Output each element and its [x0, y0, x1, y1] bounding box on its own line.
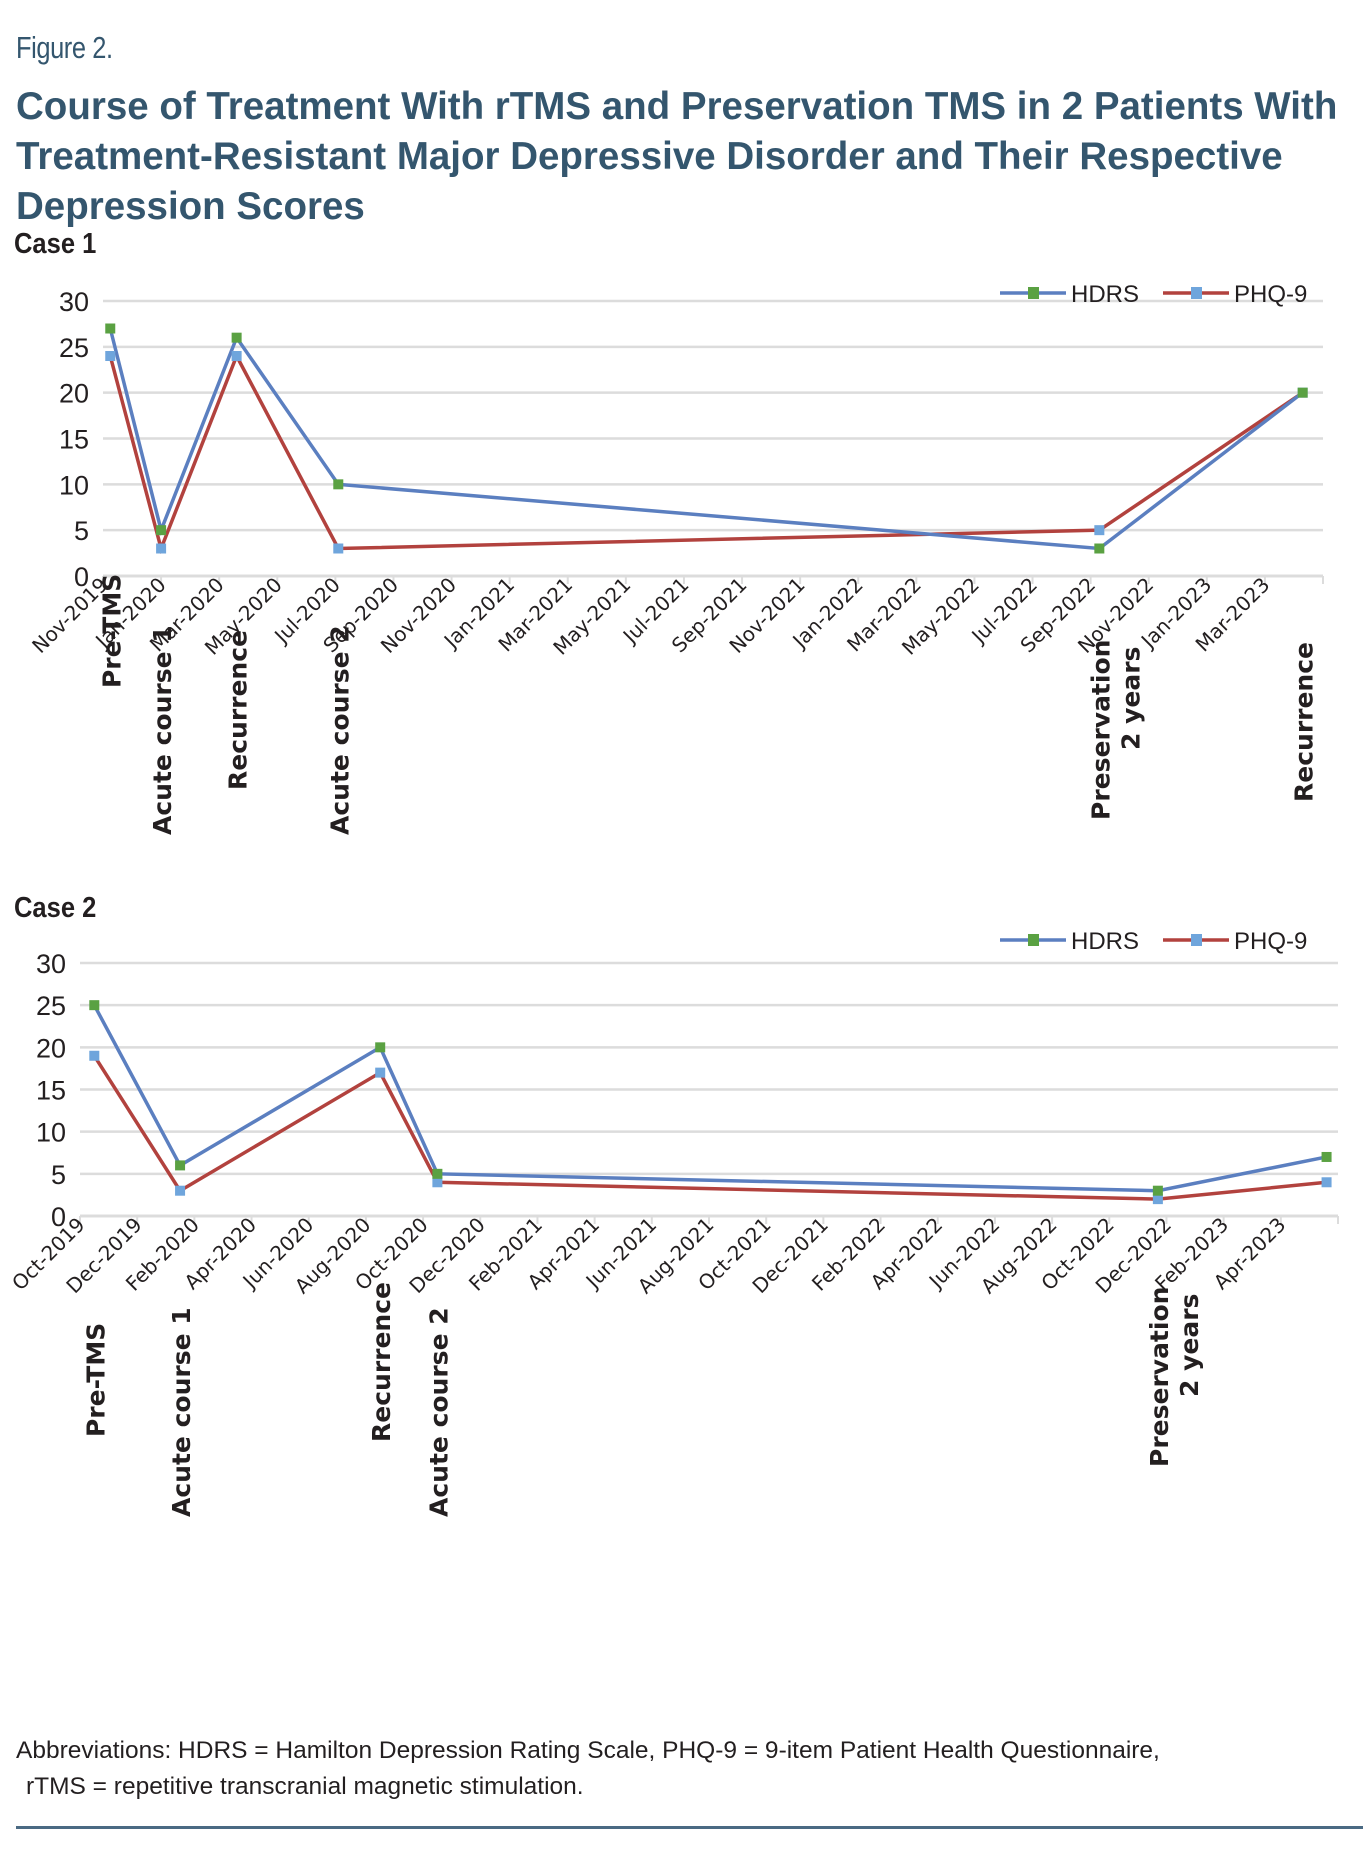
- figure-title: Course of Treatment With rTMS and Preser…: [16, 85, 1338, 228]
- hdrs-data-point: [1321, 1151, 1332, 1162]
- event-label-text: 2 years: [1116, 647, 1145, 750]
- hdrs-data-point: [175, 1160, 186, 1171]
- legend-label: PHQ-9: [1234, 928, 1307, 955]
- legend-label: HDRS: [1071, 928, 1139, 955]
- event-label: Preservation 2 years: [1145, 1287, 1204, 1467]
- case-2-title: Case 2: [14, 892, 97, 924]
- phq9-data-point: [375, 1067, 386, 1078]
- event-label-text: 2 years: [1175, 1294, 1204, 1397]
- bottom-rule: [16, 1826, 1363, 1829]
- event-label: Recurrence: [1290, 642, 1319, 802]
- hdrs-data-point: [1094, 543, 1105, 554]
- event-label: Acute course 1: [148, 625, 177, 835]
- abbreviations-note: Abbreviations: HDRS = Hamilton Depressio…: [16, 1733, 1356, 1805]
- hdrs-data-point: [1297, 387, 1308, 398]
- y-tick-label: 0: [74, 562, 89, 592]
- phq9-data-point: [231, 351, 242, 361]
- phq9-data-point: [1152, 1194, 1163, 1205]
- event-label: Preservation 2 years: [1086, 640, 1145, 820]
- event-label-text: Recurrence: [1290, 642, 1319, 802]
- hdrs-series-line: [108, 328, 1304, 551]
- legend-item-hdrs: HDRS: [1000, 281, 1139, 308]
- phq9-data-point: [156, 543, 167, 554]
- case-1-title: Case 1: [14, 228, 97, 260]
- phq9-series-line: [92, 1054, 1327, 1201]
- legend-item-hdrs: HDRS: [1000, 928, 1139, 955]
- phq9-data-point: [105, 351, 116, 361]
- abbreviations-line-2: rTMS = repetitive transcranial magnetic …: [26, 1773, 584, 1800]
- figure-label: Figure 2.: [16, 30, 113, 65]
- event-label-text: Preservation: [1086, 640, 1115, 820]
- event-label-text: Recurrence: [224, 630, 253, 790]
- case-1-chart: 051015202530Nov-2019Jan-2020Mar-2020May-…: [27, 281, 1324, 835]
- y-tick-label: 10: [59, 470, 89, 500]
- y-tick-label: 20: [36, 1033, 66, 1063]
- y-tick-label: 30: [36, 949, 66, 979]
- y-tick-label: 0: [51, 1202, 66, 1232]
- event-label-text: Recurrence: [367, 1282, 396, 1442]
- hdrs-data-point: [333, 479, 344, 490]
- y-tick-label: 25: [36, 991, 66, 1021]
- y-tick-label: 25: [59, 333, 89, 363]
- event-label-text: Pre-TMS: [97, 574, 126, 688]
- event-label-text: Acute course 1: [148, 625, 177, 835]
- legend-marker-swatch: [1028, 934, 1039, 946]
- y-tick-label: 5: [74, 516, 89, 546]
- event-label-text: Acute course 1: [167, 1307, 196, 1517]
- event-label: Recurrence: [224, 630, 253, 790]
- phq9-data-point: [175, 1185, 186, 1196]
- y-tick-label: 30: [59, 287, 89, 317]
- event-label: Acute course 2: [424, 1307, 453, 1517]
- hdrs-data-point: [432, 1168, 443, 1179]
- phq9-data-point: [1321, 1177, 1332, 1188]
- phq9-data-point: [1094, 525, 1105, 536]
- y-tick-label: 15: [59, 425, 89, 455]
- event-label: Acute course 1: [167, 1307, 196, 1517]
- y-tick-label: 15: [36, 1076, 66, 1106]
- y-tick-label: 10: [36, 1118, 66, 1148]
- phq9-data-point: [89, 1050, 100, 1061]
- legend-item-phq9: PHQ-9: [1163, 281, 1307, 308]
- legend-marker-swatch: [1191, 287, 1202, 299]
- legend-label: HDRS: [1071, 281, 1139, 308]
- y-tick-label: 20: [59, 379, 89, 409]
- hdrs-series-line: [92, 1004, 1327, 1193]
- legend-label: PHQ-9: [1234, 281, 1307, 308]
- event-label: Acute course 2: [325, 625, 354, 835]
- event-label-text: Acute course 2: [424, 1307, 453, 1517]
- case-2-chart: 051015202530Oct-2019Dec-2019Feb-2020Apr-…: [7, 928, 1339, 1517]
- y-tick-label: 5: [51, 1160, 66, 1190]
- event-label-text: Preservation: [1145, 1287, 1174, 1467]
- legend-marker-swatch: [1191, 934, 1202, 946]
- phq9-data-point: [432, 1177, 443, 1188]
- phq9-data-point: [333, 543, 344, 554]
- hdrs-data-point: [156, 525, 167, 536]
- phq9-series-line: [108, 351, 1304, 555]
- hdrs-data-point: [231, 332, 242, 343]
- hdrs-data-point: [105, 323, 116, 334]
- event-label: Recurrence: [367, 1282, 396, 1442]
- chart-legend: HDRS PHQ-9: [1000, 281, 1307, 308]
- hdrs-data-point: [375, 1042, 386, 1053]
- legend-item-phq9: PHQ-9: [1163, 928, 1307, 955]
- legend-marker-swatch: [1028, 287, 1039, 299]
- event-label: Pre-TMS: [97, 574, 126, 688]
- abbreviations-line-1: Abbreviations: HDRS = Hamilton Depressio…: [16, 1737, 1160, 1764]
- event-label: Pre-TMS: [81, 1323, 110, 1437]
- chart-legend: HDRS PHQ-9: [1000, 928, 1307, 955]
- event-label-text: Pre-TMS: [81, 1323, 110, 1437]
- event-label-text: Acute course 2: [325, 625, 354, 835]
- hdrs-data-point: [89, 1000, 100, 1011]
- hdrs-data-point: [1152, 1185, 1163, 1196]
